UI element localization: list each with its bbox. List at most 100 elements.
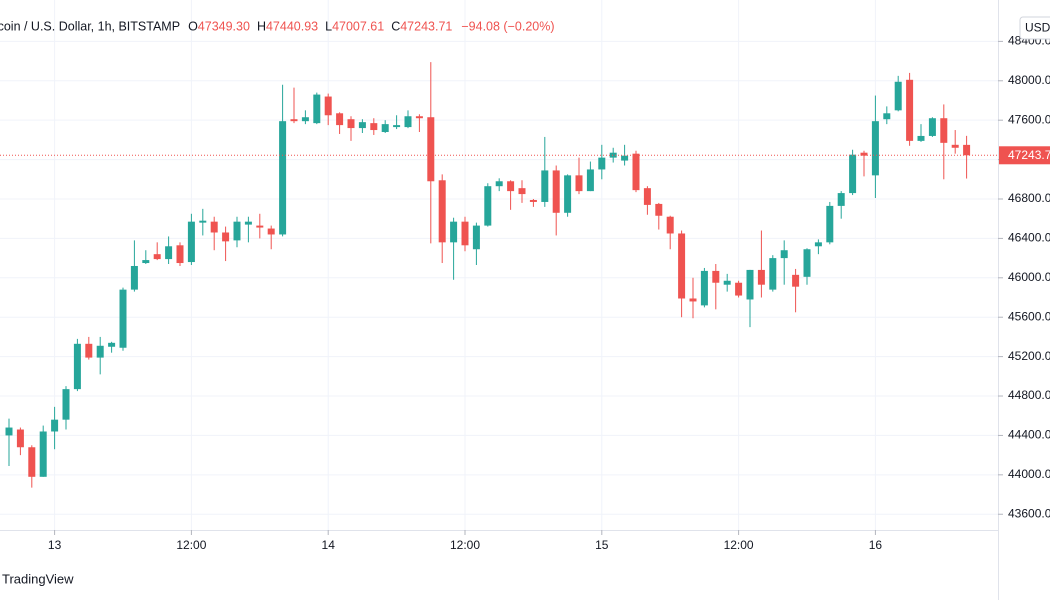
candle-body: [5, 427, 13, 436]
x-tick-label: 12:00: [724, 538, 754, 552]
candle-body: [336, 113, 344, 126]
candle-body: [438, 180, 446, 243]
candle-body: [244, 221, 252, 225]
candle-body: [757, 269, 765, 285]
last-price-box: [999, 146, 1050, 165]
candle-body: [108, 342, 116, 347]
candle-body: [73, 343, 81, 390]
last-price-label: 47243.71: [1008, 148, 1050, 162]
currency-label[interactable]: USD: [1025, 21, 1050, 35]
candle-body: [529, 199, 537, 202]
candle-body: [233, 221, 241, 241]
candle-body: [826, 205, 834, 243]
candle-body: [894, 81, 902, 111]
candle-body: [358, 122, 366, 129]
axes-layer: 43600.00 44000.00 44400.00 44800.00 45200.00…: [48, 34, 1050, 552]
candle-body: [735, 282, 743, 296]
candle-body: [586, 169, 594, 192]
ohlc-key: L: [325, 19, 332, 33]
candle-body: [928, 118, 936, 136]
candle-body: [769, 258, 777, 290]
candle-body: [507, 181, 515, 192]
y-tick-label: 44400.00: [1008, 428, 1050, 442]
x-tick-label: 12:00: [176, 538, 206, 552]
candle-body: [951, 144, 959, 148]
candle-body: [837, 193, 845, 206]
candle-body: [860, 152, 868, 156]
candle-body: [267, 228, 275, 235]
candle-body: [632, 153, 640, 191]
y-tick-label: 47600.00: [1008, 112, 1050, 126]
candle-body: [792, 274, 800, 287]
candle-body: [381, 124, 389, 133]
candle-body: [666, 216, 674, 234]
symbol-title: Bitcoin / U.S. Dollar, 1h, BITSTAMP: [0, 19, 180, 33]
candle-body: [313, 94, 321, 124]
ohlc-key: H: [257, 19, 266, 33]
candle-body: [564, 175, 572, 213]
brand-logo[interactable]: TradingView: [2, 571, 74, 586]
y-tick-label: 44800.00: [1008, 388, 1050, 402]
candle-body: [621, 155, 629, 161]
candle-body: [552, 170, 560, 213]
candle-body: [370, 123, 378, 131]
y-tick-label: 44000.00: [1008, 467, 1050, 481]
candle-body: [655, 203, 663, 216]
candle-body: [62, 389, 70, 420]
ohlc-value: 47243.71: [400, 19, 452, 33]
x-tick-label: 12:00: [450, 538, 480, 552]
ohlc-key: O: [188, 19, 198, 33]
candle-body: [347, 119, 355, 129]
ohlc-value: 47007.61: [332, 19, 384, 33]
y-tick-label: 46000.00: [1008, 270, 1050, 284]
y-tick-label: 46800.00: [1008, 191, 1050, 205]
candle-body: [393, 125, 401, 128]
candle-body: [404, 116, 412, 128]
candle-body: [940, 118, 948, 143]
candle-body: [51, 419, 59, 432]
candle-body: [28, 447, 36, 477]
candle-body: [301, 117, 309, 122]
candle-body: [119, 289, 127, 348]
candle-body: [598, 157, 606, 170]
candle-body: [415, 116, 423, 119]
x-tick-label: 13: [48, 538, 62, 552]
ohlc-key: C: [391, 19, 400, 33]
candle-body: [142, 260, 150, 264]
candle-body: [963, 144, 971, 156]
candle-body: [495, 181, 503, 187]
candle-body: [541, 170, 549, 202]
candle-body: [222, 232, 230, 242]
candle-body: [256, 225, 264, 228]
candle-body: [484, 186, 492, 226]
candle-body: [575, 175, 583, 192]
y-tick-label: 45200.00: [1008, 349, 1050, 363]
candle-body: [210, 221, 218, 233]
y-tick-label: 45600.00: [1008, 309, 1050, 323]
candle-body: [96, 345, 104, 358]
currency-button[interactable]: [1019, 16, 1050, 40]
candle-body: [461, 221, 469, 246]
price-change: −94.08 (−0.20%): [461, 19, 554, 33]
candle-body: [130, 265, 138, 290]
candle-body: [643, 188, 651, 205]
candle-body: [199, 220, 207, 223]
candle-body: [518, 188, 526, 195]
candles-layer: [0, 62, 998, 488]
candle-body: [427, 117, 435, 182]
x-tick-label: 14: [322, 538, 336, 552]
y-tick-label: 46400.00: [1008, 231, 1050, 245]
candle-body: [883, 113, 891, 120]
ohlc-value: 47440.93: [266, 19, 318, 33]
candle-body: [324, 96, 332, 116]
x-tick-label: 16: [869, 538, 883, 552]
candle-body: [450, 221, 458, 243]
candle-body: [609, 152, 617, 158]
candle-body: [906, 79, 914, 141]
candle-body: [39, 431, 47, 477]
candle-body: [279, 121, 287, 235]
candle-body: [746, 269, 754, 300]
